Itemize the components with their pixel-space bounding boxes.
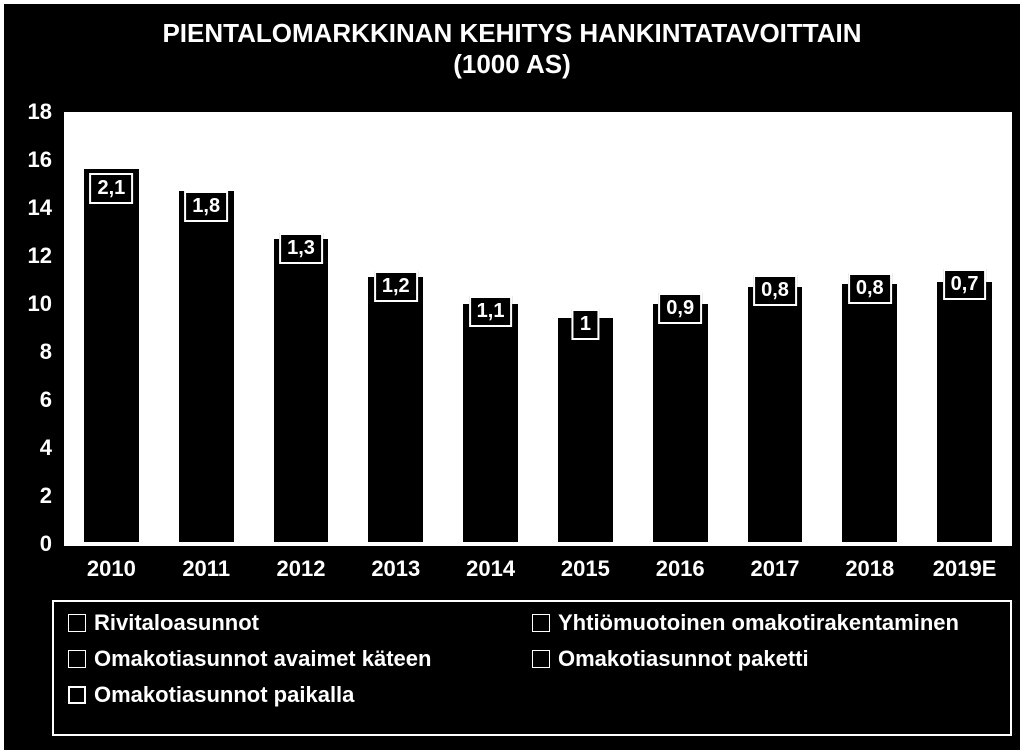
- legend-item: Yhtiömuotoinen omakotirakentaminen: [532, 610, 996, 636]
- x-tick-label: 2019E: [933, 556, 997, 582]
- chart-title-line2: (1000 AS): [4, 49, 1020, 80]
- legend-row: Omakotiasunnot paikalla: [68, 682, 996, 708]
- legend-swatch: [532, 614, 550, 632]
- x-tick-label: 2016: [656, 556, 705, 582]
- bar: 0,8: [746, 285, 805, 544]
- x-tick-label: 2013: [371, 556, 420, 582]
- legend-item: Omakotiasunnot avaimet käteen: [68, 646, 532, 672]
- bar-top-label: 1,2: [374, 271, 418, 302]
- bar: 0,9: [651, 302, 710, 544]
- x-tick-label: 2010: [87, 556, 136, 582]
- y-tick-label: 14: [4, 195, 52, 221]
- legend: Rivitaloasunnot Yhtiömuotoinen omakotirak…: [52, 600, 1012, 736]
- x-tick-label: 2017: [751, 556, 800, 582]
- legend-item: Rivitaloasunnot: [68, 610, 532, 636]
- bar-top-label: 1,8: [184, 191, 228, 222]
- y-tick-label: 12: [4, 243, 52, 269]
- y-tick-label: 18: [4, 99, 52, 125]
- chart-container: PIENTALOMARKKINAN KEHITYS HANKINTATAVOIT…: [0, 0, 1024, 754]
- legend-label: Omakotiasunnot paikalla: [94, 682, 354, 708]
- bar: 1,2: [366, 275, 425, 544]
- bar: 2,1: [82, 167, 141, 544]
- gridline: [64, 112, 1012, 113]
- bar-top-label: 0,8: [753, 275, 797, 306]
- x-tick-label: 2014: [466, 556, 515, 582]
- bar: 1,1: [461, 302, 520, 544]
- bar-top-label: 2,1: [89, 173, 133, 204]
- plot-area: 2,11,81,31,21,110,90,80,80,7: [64, 112, 1012, 544]
- y-tick-label: 10: [4, 291, 52, 317]
- y-tick-label: 16: [4, 147, 52, 173]
- legend-swatch: [68, 614, 86, 632]
- y-tick-label: 6: [4, 387, 52, 413]
- bar: 1,3: [272, 237, 331, 544]
- x-tick-label: 2015: [561, 556, 610, 582]
- y-tick-label: 0: [4, 531, 52, 557]
- bar-top-label: 0,7: [943, 269, 987, 300]
- bar-top-label: 0,9: [658, 293, 702, 324]
- legend-item: Omakotiasunnot paketti: [532, 646, 996, 672]
- bar-top-label: 1,1: [469, 296, 513, 327]
- legend-item: Omakotiasunnot paikalla: [68, 682, 996, 708]
- y-tick-label: 2: [4, 483, 52, 509]
- bar-top-label: 1,3: [279, 233, 323, 264]
- bar: 0,8: [840, 282, 899, 544]
- bar-top-label: 1: [572, 309, 599, 340]
- legend-label: Omakotiasunnot avaimet käteen: [94, 646, 431, 672]
- chart-title: PIENTALOMARKKINAN KEHITYS HANKINTATAVOIT…: [4, 18, 1020, 80]
- legend-swatch: [532, 650, 550, 668]
- legend-swatch: [68, 650, 86, 668]
- legend-row: Omakotiasunnot avaimet käteen Omakotiasun…: [68, 646, 996, 672]
- legend-label: Rivitaloasunnot: [94, 610, 259, 636]
- x-tick-label: 2018: [845, 556, 894, 582]
- bar: 0,7: [935, 280, 994, 544]
- y-tick-label: 8: [4, 339, 52, 365]
- chart-title-line1: PIENTALOMARKKINAN KEHITYS HANKINTATAVOIT…: [4, 18, 1020, 49]
- gridline: [64, 160, 1012, 161]
- bar-top-label: 0,8: [848, 273, 892, 304]
- legend-label: Yhtiömuotoinen omakotirakentaminen: [558, 610, 959, 636]
- legend-swatch: [68, 686, 86, 704]
- legend-label: Omakotiasunnot paketti: [558, 646, 809, 672]
- x-tick-label: 2011: [182, 556, 230, 582]
- y-tick-label: 4: [4, 435, 52, 461]
- legend-row: Rivitaloasunnot Yhtiömuotoinen omakotirak…: [68, 610, 996, 636]
- bar: 1: [556, 316, 615, 544]
- x-tick-label: 2012: [277, 556, 326, 582]
- x-axis-line: [64, 544, 1012, 546]
- bar: 1,8: [177, 189, 236, 544]
